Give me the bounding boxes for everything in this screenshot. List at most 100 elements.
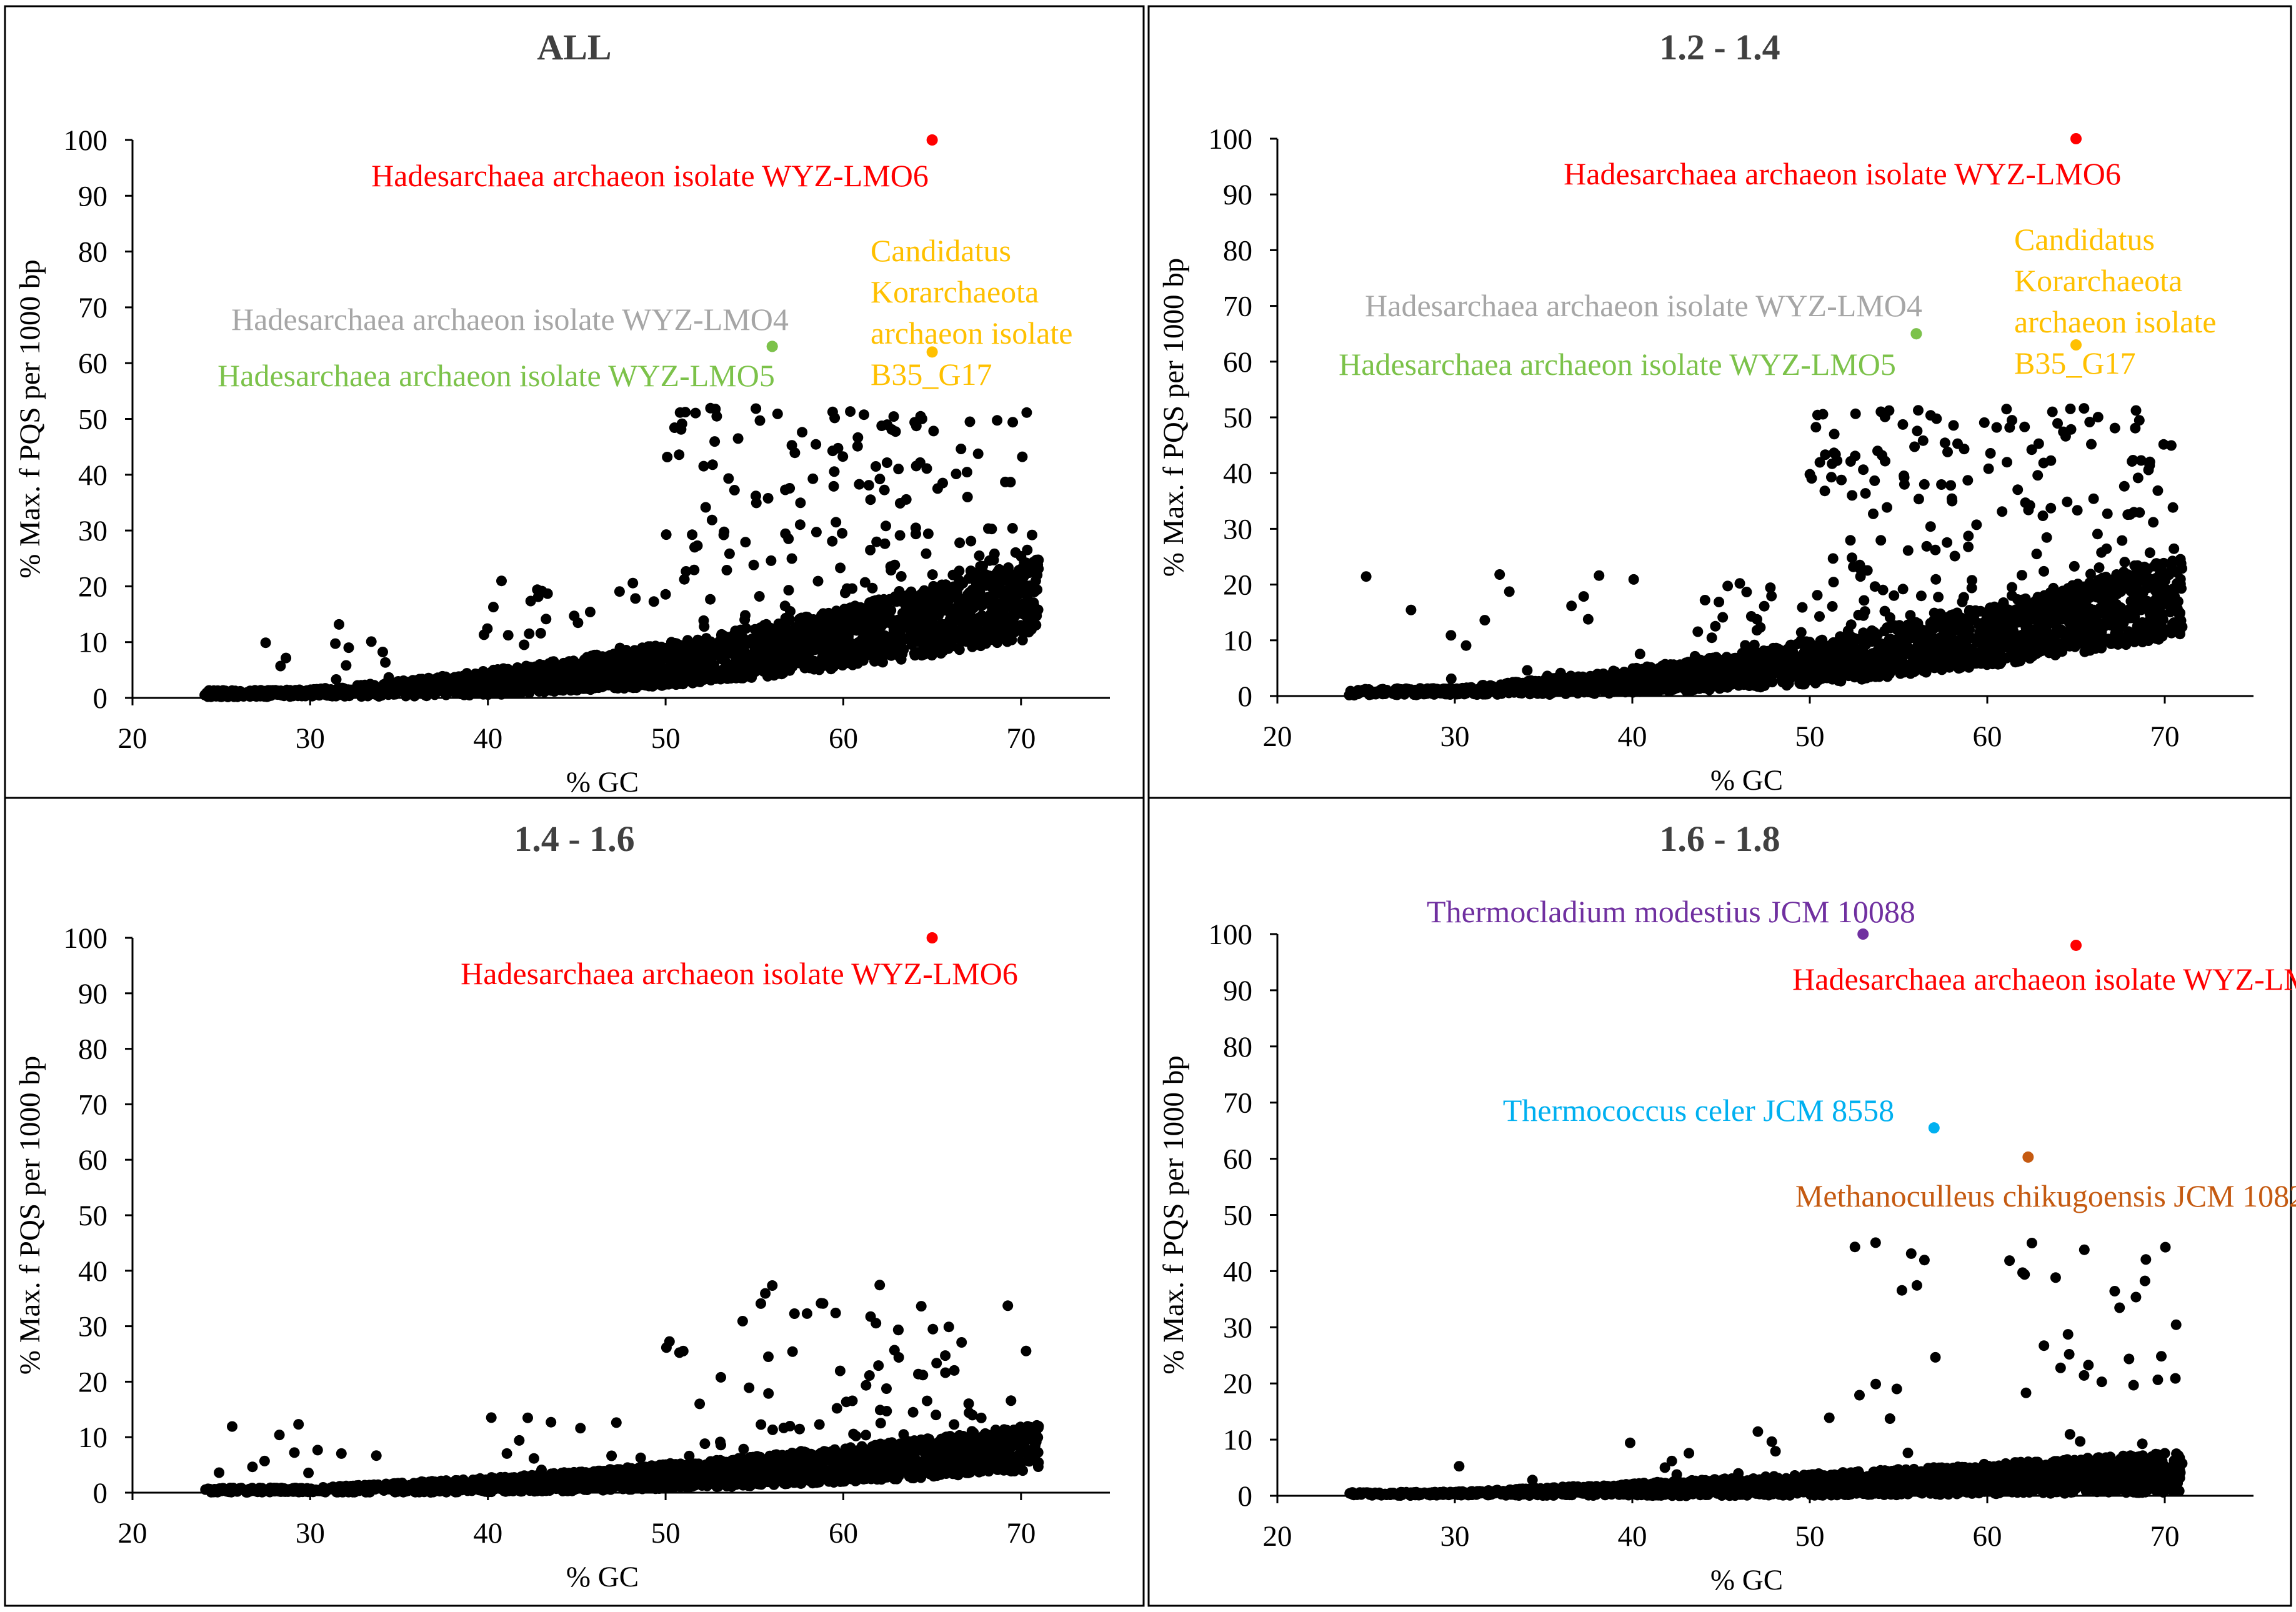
genome-point	[1930, 574, 1942, 585]
genome-point	[1031, 554, 1042, 565]
genome-point	[885, 605, 896, 616]
genome-point	[2069, 560, 2080, 572]
genome-point	[619, 647, 630, 659]
genome-point	[1717, 612, 1729, 623]
genome-point	[1359, 685, 1369, 697]
genome-point	[1494, 569, 1505, 580]
y-tick-label: 10	[1223, 625, 1252, 657]
x-tick-label: 50	[1795, 720, 1825, 753]
genome-point	[1566, 600, 1577, 612]
genome-point	[1884, 634, 1895, 645]
genome-point	[2102, 508, 2113, 519]
genome-point	[947, 569, 959, 580]
genome-point	[1445, 673, 1457, 684]
genome-point	[761, 619, 772, 630]
genome-point	[1759, 600, 1770, 612]
genome-point	[2130, 405, 2142, 416]
genome-point	[855, 602, 866, 613]
genome-point	[2032, 470, 2044, 481]
genome-point	[531, 661, 542, 672]
genome-point	[664, 646, 675, 657]
genome-point	[1806, 473, 1817, 484]
genome-point	[535, 628, 546, 639]
genome-point	[496, 575, 507, 587]
genome-point	[661, 529, 672, 540]
genome-point	[281, 652, 292, 664]
genome-point	[1899, 472, 1910, 483]
x-tick-label: 60	[1973, 720, 2002, 753]
genome-point	[260, 637, 271, 649]
genome-point	[849, 609, 860, 620]
genome-point	[419, 689, 431, 700]
genome-point	[649, 644, 661, 655]
genome-point	[2047, 406, 2058, 417]
genome-point	[721, 565, 732, 575]
genome-point	[1628, 574, 1639, 585]
genome-point	[1845, 535, 1856, 546]
genome-point	[1594, 570, 1605, 581]
genome-point	[2122, 581, 2133, 592]
genome-point	[704, 672, 716, 683]
genome-point	[861, 612, 872, 623]
genome-points	[199, 402, 1044, 702]
y-tick-label: 20	[1223, 569, 1252, 602]
genome-point	[2158, 557, 2169, 569]
genome-point	[1704, 682, 1715, 694]
genome-point	[1909, 441, 1920, 452]
genome-point	[627, 665, 638, 676]
genome-point	[2012, 484, 2024, 495]
genome-point	[1445, 630, 1457, 641]
genome-point	[531, 672, 542, 683]
genome-point	[986, 595, 997, 605]
genome-point	[949, 582, 960, 593]
genome-point	[341, 685, 352, 696]
genome-point	[898, 610, 909, 621]
genome-point	[2050, 649, 2061, 660]
genome-point	[2130, 422, 2141, 434]
y-tick-label: 50	[78, 404, 107, 436]
genome-point	[911, 529, 921, 540]
x-tick-label: 30	[1440, 720, 1470, 753]
genome-point	[1902, 545, 1914, 556]
y-tick-label: 80	[78, 236, 107, 269]
y-tick-label: 60	[1223, 346, 1252, 379]
genome-point	[1936, 479, 1947, 490]
genome-point	[2037, 510, 2049, 521]
genome-point	[1005, 477, 1016, 488]
genome-point	[816, 610, 827, 621]
x-axis-title: % GC	[1710, 764, 1783, 797]
genome-point	[1710, 620, 1721, 632]
genome-point	[795, 497, 806, 509]
genome-point	[719, 526, 730, 537]
genome-point	[838, 621, 849, 632]
genome-point	[977, 594, 988, 605]
genome-point	[583, 667, 594, 678]
genome-point	[488, 602, 499, 613]
genome-point	[799, 629, 810, 640]
genome-point	[2169, 543, 2180, 554]
highlight-point-1	[926, 134, 938, 146]
genome-point	[1915, 590, 1927, 602]
y-tick-label: 20	[78, 570, 107, 603]
genome-point	[1007, 523, 1018, 534]
genome-point	[1360, 571, 1372, 582]
genome-point	[700, 502, 711, 513]
genome-point	[598, 678, 609, 689]
genome-point	[689, 542, 700, 553]
genome-point	[696, 642, 707, 653]
genome-point	[797, 649, 808, 660]
genome-point	[690, 407, 701, 419]
genome-point	[1836, 474, 1847, 485]
genome-point	[548, 656, 559, 667]
genome-point	[516, 671, 527, 682]
genome-point	[343, 642, 354, 654]
genome-point	[1939, 437, 1950, 449]
genome-point	[2127, 612, 2138, 624]
genome-point	[896, 640, 907, 652]
genome-point	[1547, 673, 1559, 684]
genome-point	[2099, 634, 2110, 645]
genome-point	[1795, 627, 1807, 638]
genome-point	[1032, 569, 1043, 580]
y-tick-label: 90	[78, 180, 107, 212]
genome-point	[852, 432, 864, 443]
